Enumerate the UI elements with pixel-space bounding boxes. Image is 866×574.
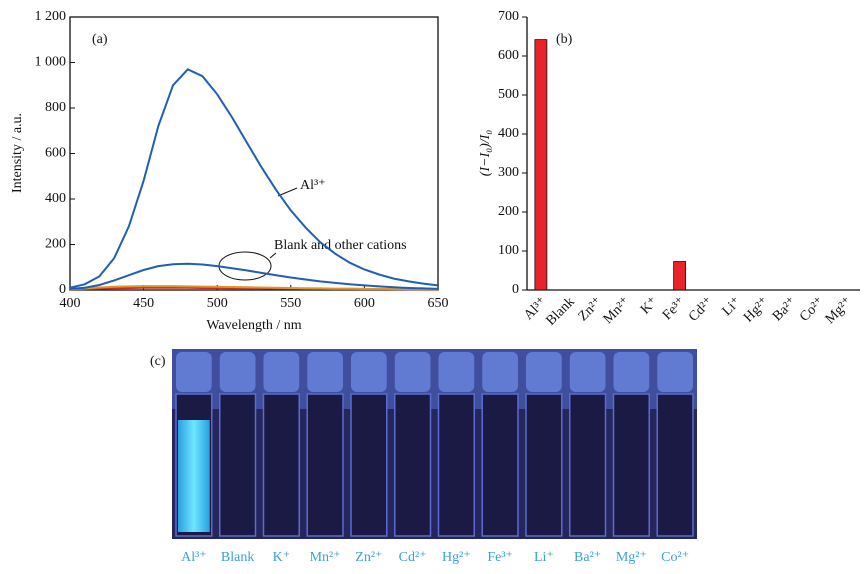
vial-glow <box>178 420 210 532</box>
bar <box>534 39 548 291</box>
vial-cap <box>351 352 387 392</box>
vial <box>306 393 344 537</box>
vial-label: Al³⁺ <box>181 550 207 565</box>
vial-label: Li⁺ <box>534 550 554 565</box>
x-tick-label: Hg²⁺ <box>741 294 772 325</box>
vial-label: Ba²⁺ <box>574 550 601 565</box>
vial-label: K⁺ <box>273 550 291 565</box>
vials <box>175 352 694 537</box>
x-tick-label: Fe³⁺ <box>660 294 689 323</box>
line-series <box>69 262 439 290</box>
y-tick-label: 400 <box>45 191 66 206</box>
ellipse <box>218 251 272 281</box>
vial <box>219 393 257 537</box>
line-series <box>69 68 439 289</box>
y-tick-label: 500 <box>498 87 519 102</box>
y-tick-label: 1 200 <box>35 9 67 24</box>
vial-cap <box>613 352 650 392</box>
x-tick-label: Zn²⁺ <box>576 294 606 324</box>
bar <box>673 261 687 291</box>
y-tick-label: 600 <box>498 48 519 63</box>
vial-label: Mn²⁺ <box>310 550 341 565</box>
y-tick-label: 800 <box>45 100 66 115</box>
vial-cap <box>176 352 212 392</box>
x-tick-label: 400 <box>60 296 81 311</box>
vial-cap <box>569 352 606 392</box>
y-tick-label: 1 000 <box>35 55 67 70</box>
x-tick-label: Cd²⁺ <box>686 294 716 324</box>
vial <box>394 393 432 537</box>
y-axis-title: Intensity / a.u. <box>10 113 25 193</box>
annotation: Blank and other cations <box>274 238 407 253</box>
vial-label: Mg²⁺ <box>616 550 647 565</box>
vial-label: Hg²⁺ <box>442 550 471 565</box>
x-tick-label: K⁺ <box>638 294 661 317</box>
y-tick-label: 0 <box>59 282 66 297</box>
x-tick-label: 600 <box>354 296 375 311</box>
vial <box>481 393 519 537</box>
vial <box>569 393 607 537</box>
vial <box>262 393 300 537</box>
y-tick-label: 0 <box>512 282 519 297</box>
vial-label: Cd²⁺ <box>399 550 427 565</box>
vial-cap <box>394 352 431 392</box>
y-tick-label: 300 <box>498 165 519 180</box>
x-tick-label: Ba²⁺ <box>770 294 800 324</box>
annotation: Al³⁺ <box>300 178 326 193</box>
panel-label: (b) <box>556 32 573 47</box>
x-tick-label: 650 <box>428 296 449 311</box>
vial-cap <box>219 352 256 392</box>
arrow <box>277 187 298 197</box>
arrow <box>269 252 277 259</box>
vial-cap <box>307 352 343 392</box>
vial <box>525 393 563 537</box>
vial-cap <box>438 352 475 392</box>
vial-label: Zn²⁺ <box>355 550 382 565</box>
y-tick-label: 600 <box>45 146 66 161</box>
vial-label: Fe³⁺ <box>487 550 513 565</box>
line-series <box>69 285 438 291</box>
x-tick-label: Mn²⁺ <box>601 294 634 327</box>
vial <box>612 393 650 537</box>
y-tick-label: 400 <box>498 126 519 141</box>
photo-caps <box>172 349 697 409</box>
vial <box>350 393 388 537</box>
x-axis-title: Wavelength / nm <box>206 318 301 333</box>
y-tick-label: 100 <box>498 243 519 258</box>
x-tick-label: 450 <box>133 296 154 311</box>
vial-cap <box>482 352 518 392</box>
y-axis-title: (I−I₀)/I₀ <box>478 130 493 177</box>
vial <box>437 393 475 537</box>
x-tick-label: Mg²⁺ <box>823 294 856 327</box>
y-tick-label: 200 <box>498 204 519 219</box>
vial-label: Blank <box>221 550 254 565</box>
x-tick-label: 550 <box>280 296 301 311</box>
vial-cap <box>657 352 693 392</box>
vial <box>656 393 694 537</box>
panel-label: (c) <box>150 354 166 369</box>
y-tick-label: 200 <box>45 237 66 252</box>
vial-cap <box>526 352 562 392</box>
panel-label: (a) <box>92 32 108 47</box>
y-tick-label: 700 <box>498 9 519 24</box>
x-tick-label: Blank <box>543 294 577 328</box>
vial-cap <box>263 352 300 392</box>
vial-label: Co²⁺ <box>661 550 689 565</box>
x-tick-label: Co²⁺ <box>797 294 827 324</box>
x-tick-label: 500 <box>207 296 228 311</box>
